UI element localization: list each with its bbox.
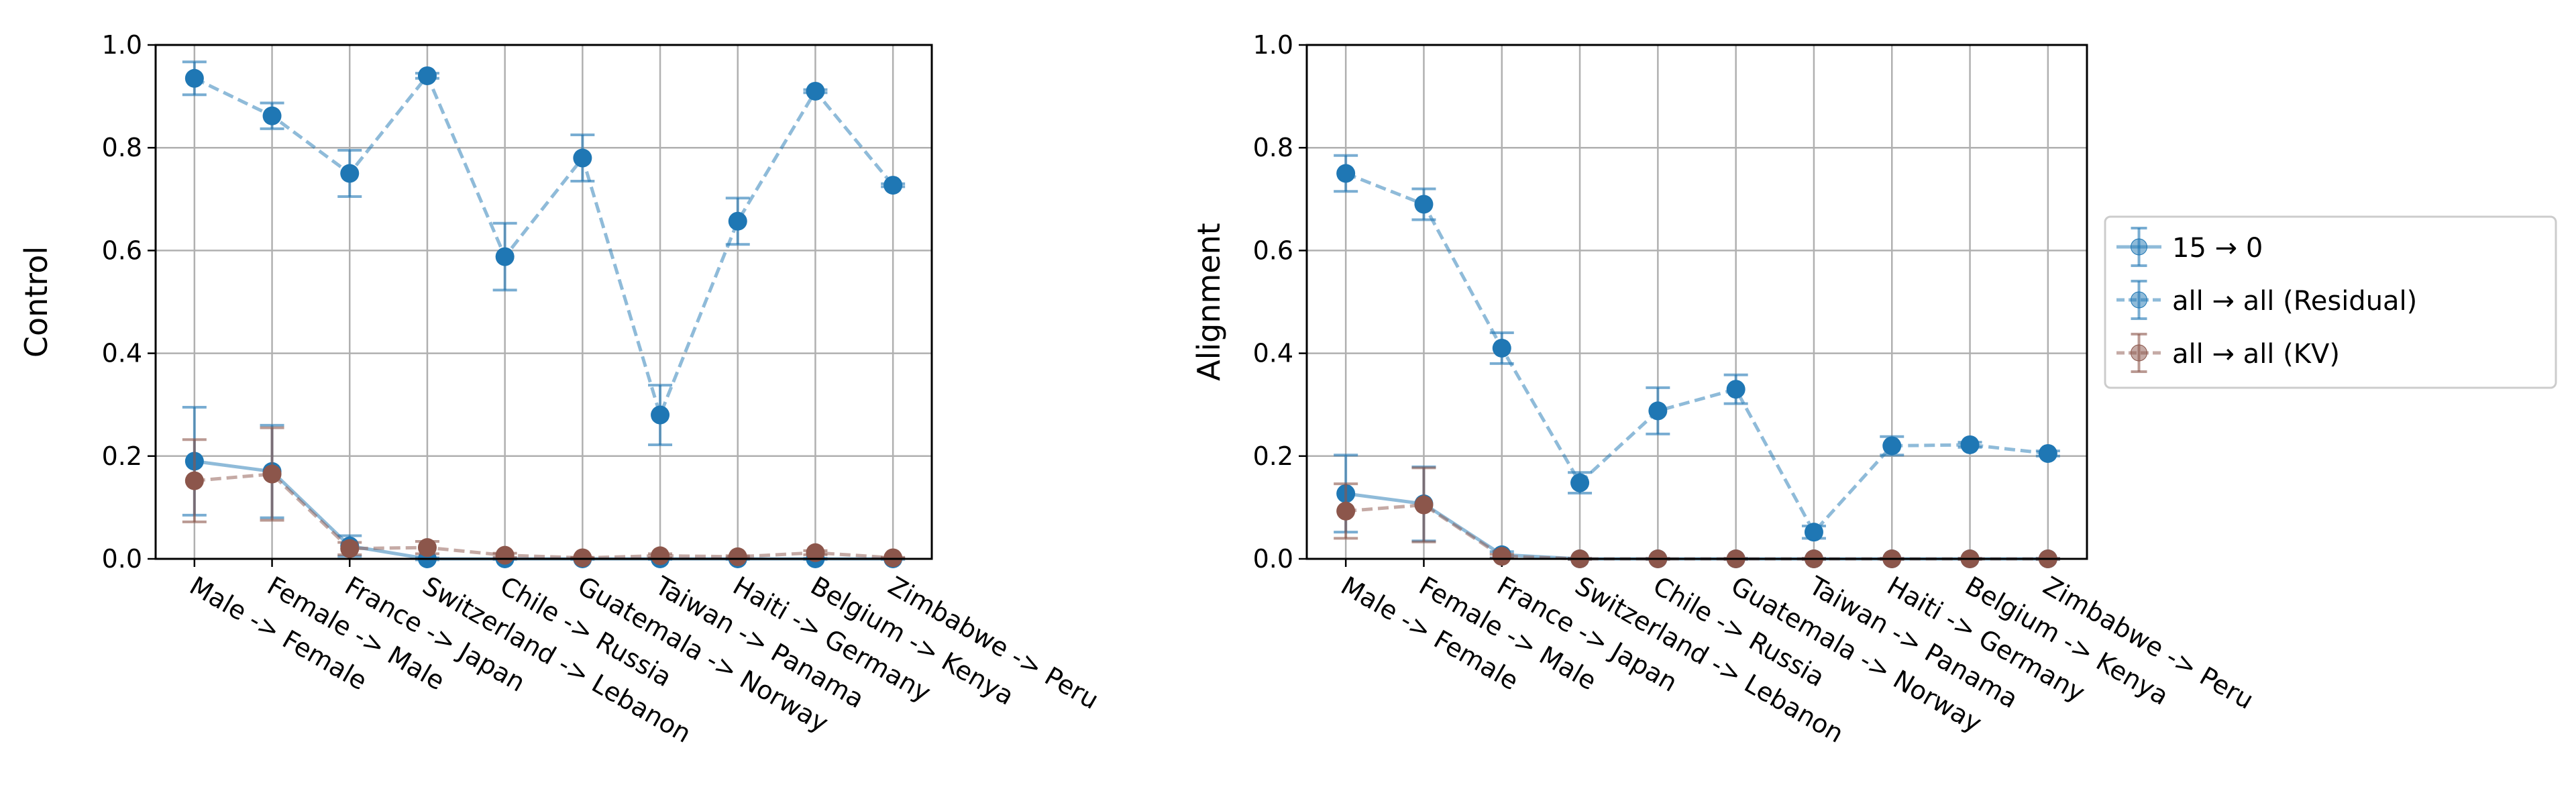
y-axis-label: Control [18, 246, 54, 358]
data-point [883, 548, 903, 568]
data-point [1414, 495, 1434, 515]
legend-marker-icon [2131, 238, 2147, 256]
data-point [340, 539, 360, 558]
legend-label-kv: all → all (KV) [2172, 339, 2340, 370]
ytick-label: 0.8 [1253, 133, 1293, 162]
data-point [1414, 195, 1434, 214]
data-point [1882, 436, 1902, 456]
ytick-label: 1.0 [102, 30, 142, 60]
data-point [806, 81, 825, 101]
legend: 15 → 0 all → all (Residual) all → all (K… [2104, 215, 2557, 389]
data-point [495, 545, 515, 565]
axes-frame [1305, 44, 2088, 560]
data-point [1492, 547, 1511, 566]
legend-box [2104, 215, 2557, 389]
series-1 [1334, 454, 2060, 568]
data-point [651, 405, 670, 425]
data-point [1336, 164, 1356, 183]
ytick-label: 0.4 [102, 339, 142, 368]
data-point [806, 543, 825, 562]
series-line [1345, 492, 2048, 561]
ytick-label: 0.2 [1253, 441, 1293, 471]
data-point [1960, 435, 1980, 454]
ytick-label: 0.0 [102, 544, 142, 574]
series-3 [182, 426, 906, 568]
data-point [1726, 380, 1746, 399]
data-point [2038, 443, 2057, 463]
ytick-label: 1.0 [1253, 30, 1293, 60]
data-point [184, 68, 204, 88]
series-2 [1334, 154, 2060, 542]
data-point [1570, 473, 1590, 492]
data-point [495, 247, 515, 266]
data-point [262, 464, 282, 484]
series-line [1345, 172, 2049, 535]
data-point [728, 547, 747, 566]
data-point [262, 106, 282, 125]
data-point [1804, 523, 1823, 542]
data-point [573, 148, 592, 168]
ytick-label: 0.4 [1253, 339, 1293, 368]
ytick-label: 0.6 [102, 235, 142, 265]
series-1 [182, 406, 906, 568]
series-3 [1334, 466, 2060, 568]
legend-marker-icon [2131, 291, 2147, 309]
data-point [1336, 501, 1356, 521]
legend-marker-icon [2131, 344, 2147, 362]
series-line [1345, 503, 2048, 561]
data-point [573, 548, 592, 568]
series-line [193, 72, 895, 421]
series-line [194, 472, 894, 560]
data-point [883, 176, 903, 195]
ytick-label: 0.2 [102, 441, 142, 471]
legend-label-15-0: 15 → 0 [2172, 233, 2263, 264]
ytick-label: 0.0 [1253, 544, 1293, 574]
data-point [1648, 401, 1668, 421]
data-point [184, 471, 204, 490]
series-line [194, 459, 894, 561]
axes-frame [154, 44, 933, 560]
ytick-label: 0.6 [1253, 235, 1293, 265]
legend-label-residual: all → all (Residual) [2172, 286, 2417, 317]
y-axis-label: Alignment [1191, 223, 1227, 381]
data-point [651, 546, 670, 566]
data-point [340, 164, 360, 183]
data-point [417, 66, 437, 85]
data-point [417, 538, 437, 558]
series-2 [182, 60, 906, 446]
data-point [728, 211, 747, 231]
data-point [1492, 338, 1511, 358]
ytick-label: 0.8 [102, 133, 142, 162]
